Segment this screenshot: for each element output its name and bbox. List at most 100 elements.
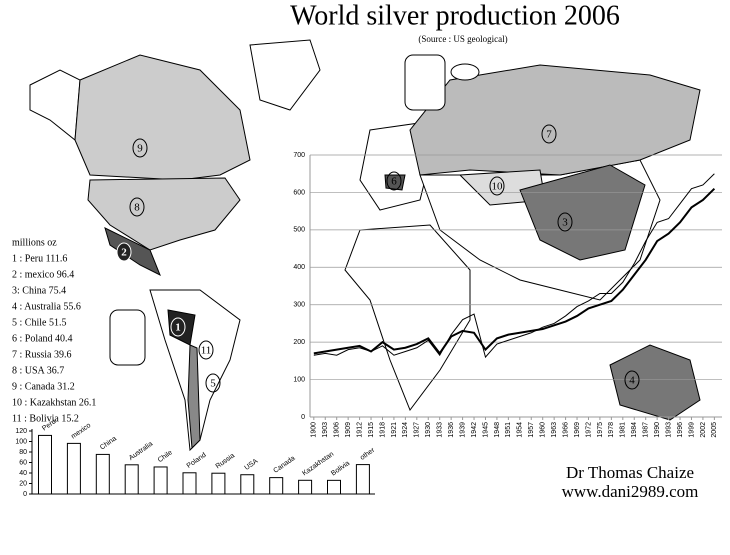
legend-entry: 10 : Kazakhstan 26.1 [12,397,96,408]
subtitle: (Source : US geological) [418,34,507,44]
marker-circle [198,340,214,360]
marker-label: 3 [562,217,568,229]
world-map [29,39,701,452]
x-tick-label: 1945 [482,422,489,438]
bar [66,442,81,495]
x-tick-label: 1960 [540,422,547,438]
legend-title: millions oz [12,237,57,248]
marker-label: 6 [391,176,397,188]
y-tick-label: 20 [19,480,27,487]
cartoon [109,54,480,366]
x-tick-label: 1933 [437,422,444,438]
credit-site: www.dani2989.com [562,482,699,501]
marker-circle [541,124,557,144]
africa [344,224,471,412]
marker-circle [132,138,148,158]
x-tick-label: 1912 [356,422,363,438]
alaska [29,69,81,141]
x-tick-label: 1918 [379,422,386,438]
bar [182,472,197,495]
x-tick-label: 2005 [711,422,718,438]
x-tick-label: 1906 [334,422,341,438]
marker-circle [386,171,402,191]
marker-label: 4 [629,375,635,387]
x-tick-label: Bolivia [330,460,351,478]
y-tick-label: 0 [301,414,305,421]
legend-entry: 8 : USA 36.7 [12,365,64,376]
y-tick-label: 400 [293,264,305,271]
x-tick-label: 1927 [414,422,421,438]
y-tick-label: 80 [19,449,27,456]
usa [87,177,241,251]
x-tick-label: Poland [186,452,208,470]
x-tick-label: 1984 [631,422,638,438]
australia [609,344,701,421]
x-tick-label: 1924 [402,422,409,438]
marker-circle [170,317,186,337]
greenland [249,39,321,111]
x-tick-label: 1903 [322,422,329,438]
legend-entry: 4 : Australia 55.6 [12,301,81,312]
x-tick-label: 1963 [551,422,558,438]
y-tick-label: 300 [293,302,305,309]
bar [95,453,110,495]
x-tick-label: Australia [128,441,154,462]
x-tick-label: 1915 [368,422,375,438]
x-tick-label: 1978 [608,422,615,438]
legend-entry: 1 : Peru 111.6 [12,253,67,264]
marker-circle [489,176,505,196]
marker-circle [205,373,221,393]
marker-label: 1 [175,322,181,334]
bar [211,472,226,495]
x-tick-label: 1981 [620,422,627,438]
legend: 1 : Peru 111.6 2 : mexico 96.4 3: China 75… [12,253,96,424]
x-tick-label: 1942 [471,422,478,438]
x-tick-label: 1993 [665,422,672,438]
bar [38,434,52,495]
y-tick-label: 40 [19,470,27,477]
credit-author: Dr Thomas Chaize [566,463,694,482]
y-tick-label: 700 [293,152,305,159]
line-chart: 0 100 200 300 400 500 600 700 1900 1903 1906 1909 19… [293,152,722,438]
x-tick-label: 1990 [654,422,661,438]
x-tick-label: Russia [215,452,237,470]
x-tick-label: 1951 [505,422,512,438]
marker-label: 8 [134,202,140,214]
x-tick-label: mexico [70,422,92,441]
china [519,164,646,261]
marker-label: 9 [137,143,143,155]
y-tick-label: 120 [15,428,27,435]
x-tick-label: 1972 [585,422,592,438]
marker-circle [557,212,573,232]
bar [153,466,168,495]
x-tick-label: 1954 [517,422,524,438]
legend-entry: 5 : Chile 51.5 [12,317,66,328]
chile [187,344,201,450]
series-line [313,187,716,356]
legend-entry: 6 : Poland 40.4 [12,333,73,344]
y-tick-label: 200 [293,339,305,346]
legend-entry: 11 : Bolivia 15.2 [12,413,79,424]
x-tick-label: other [359,446,377,461]
x-tick-label: Chile [157,449,174,464]
marker-circle [624,370,640,390]
mexico [104,227,161,277]
x-tick-label: 1966 [562,422,569,438]
x-tick-label: 1999 [688,422,695,438]
bar [327,479,341,495]
marker-circle [116,242,132,262]
legend-entry: 3: China 75.4 [12,285,66,296]
x-tick-label: 1936 [448,422,455,438]
y-tick-label: 0 [23,491,27,498]
map-markers: 1 2 3 4 5 6 7 8 9 10 11 [116,124,640,393]
marker-label: 7 [546,129,552,141]
legend-entry: 9 : Canada 31.2 [12,381,75,392]
y-tick-label: 600 [293,189,305,196]
russia [409,64,701,176]
marker-label: 2 [121,247,127,259]
x-tick-label: 2002 [700,422,707,438]
bar [124,464,139,495]
marker-circle [129,197,145,217]
x-tick-label: 1930 [425,422,432,438]
